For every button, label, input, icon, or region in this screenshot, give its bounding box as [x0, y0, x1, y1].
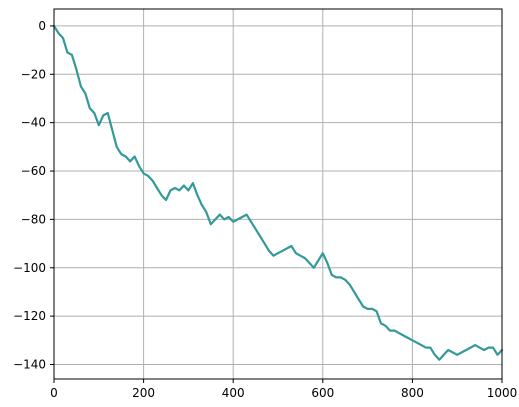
- y-tick-label-5: −100: [13, 261, 46, 275]
- y-tick-label-1: −20: [21, 67, 46, 81]
- y-tick-label-0: 0: [38, 19, 46, 33]
- series-line-0: [52, 24, 504, 361]
- x-tick-label-2: 400: [222, 386, 245, 400]
- y-tick-label-7: −140: [13, 357, 46, 371]
- x-tick-label-5: 1000: [487, 386, 518, 400]
- y-tick-label-2: −40: [21, 116, 46, 130]
- x-tick-label-4: 800: [401, 386, 424, 400]
- y-tick-label-6: −120: [13, 309, 46, 323]
- x-tick-label-1: 200: [132, 386, 155, 400]
- ticks: 0 200 400 600 800 1000 0 −20 −40 −60 −80 −100 −120 −1…: [13, 19, 517, 400]
- x-tick-label-3: 600: [311, 386, 334, 400]
- y-tick-label-3: −60: [21, 164, 46, 178]
- x-tick-label-0: 0: [50, 386, 58, 400]
- y-tick-label-4: −80: [21, 212, 46, 226]
- plot-frame: [53, 8, 503, 380]
- grid: [53, 9, 503, 379]
- series-layer: [52, 24, 504, 361]
